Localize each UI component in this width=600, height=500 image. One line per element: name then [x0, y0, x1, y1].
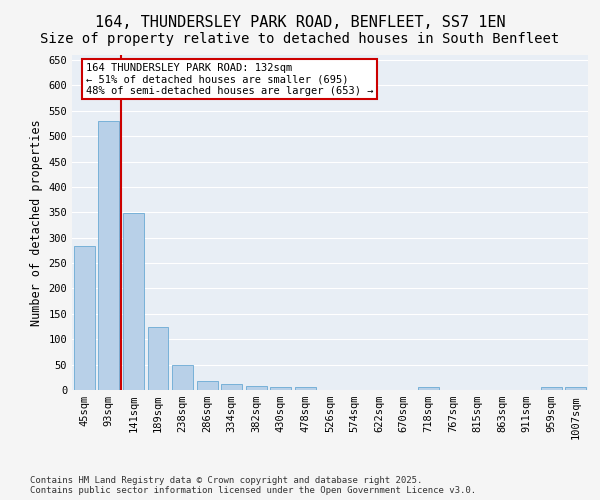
Bar [74, 246, 95, 390]
Y-axis label: Number of detached properties: Number of detached properties [30, 119, 43, 326]
Bar [418, 388, 439, 390]
Text: 164, THUNDERSLEY PARK ROAD, BENFLEET, SS7 1EN: 164, THUNDERSLEY PARK ROAD, BENFLEET, SS… [95, 15, 505, 30]
Bar [271, 388, 292, 390]
Bar [197, 382, 218, 390]
Bar [541, 388, 562, 390]
Bar [98, 121, 119, 390]
Bar [565, 388, 586, 390]
Text: 164 THUNDERSLEY PARK ROAD: 132sqm
← 51% of detached houses are smaller (695)
48%: 164 THUNDERSLEY PARK ROAD: 132sqm ← 51% … [86, 62, 373, 96]
Bar [172, 364, 193, 390]
Text: Size of property relative to detached houses in South Benfleet: Size of property relative to detached ho… [40, 32, 560, 46]
Bar [221, 384, 242, 390]
Text: Contains HM Land Registry data © Crown copyright and database right 2025.
Contai: Contains HM Land Registry data © Crown c… [30, 476, 476, 495]
Bar [246, 386, 267, 390]
Bar [123, 214, 144, 390]
Bar [148, 326, 169, 390]
Bar [295, 388, 316, 390]
